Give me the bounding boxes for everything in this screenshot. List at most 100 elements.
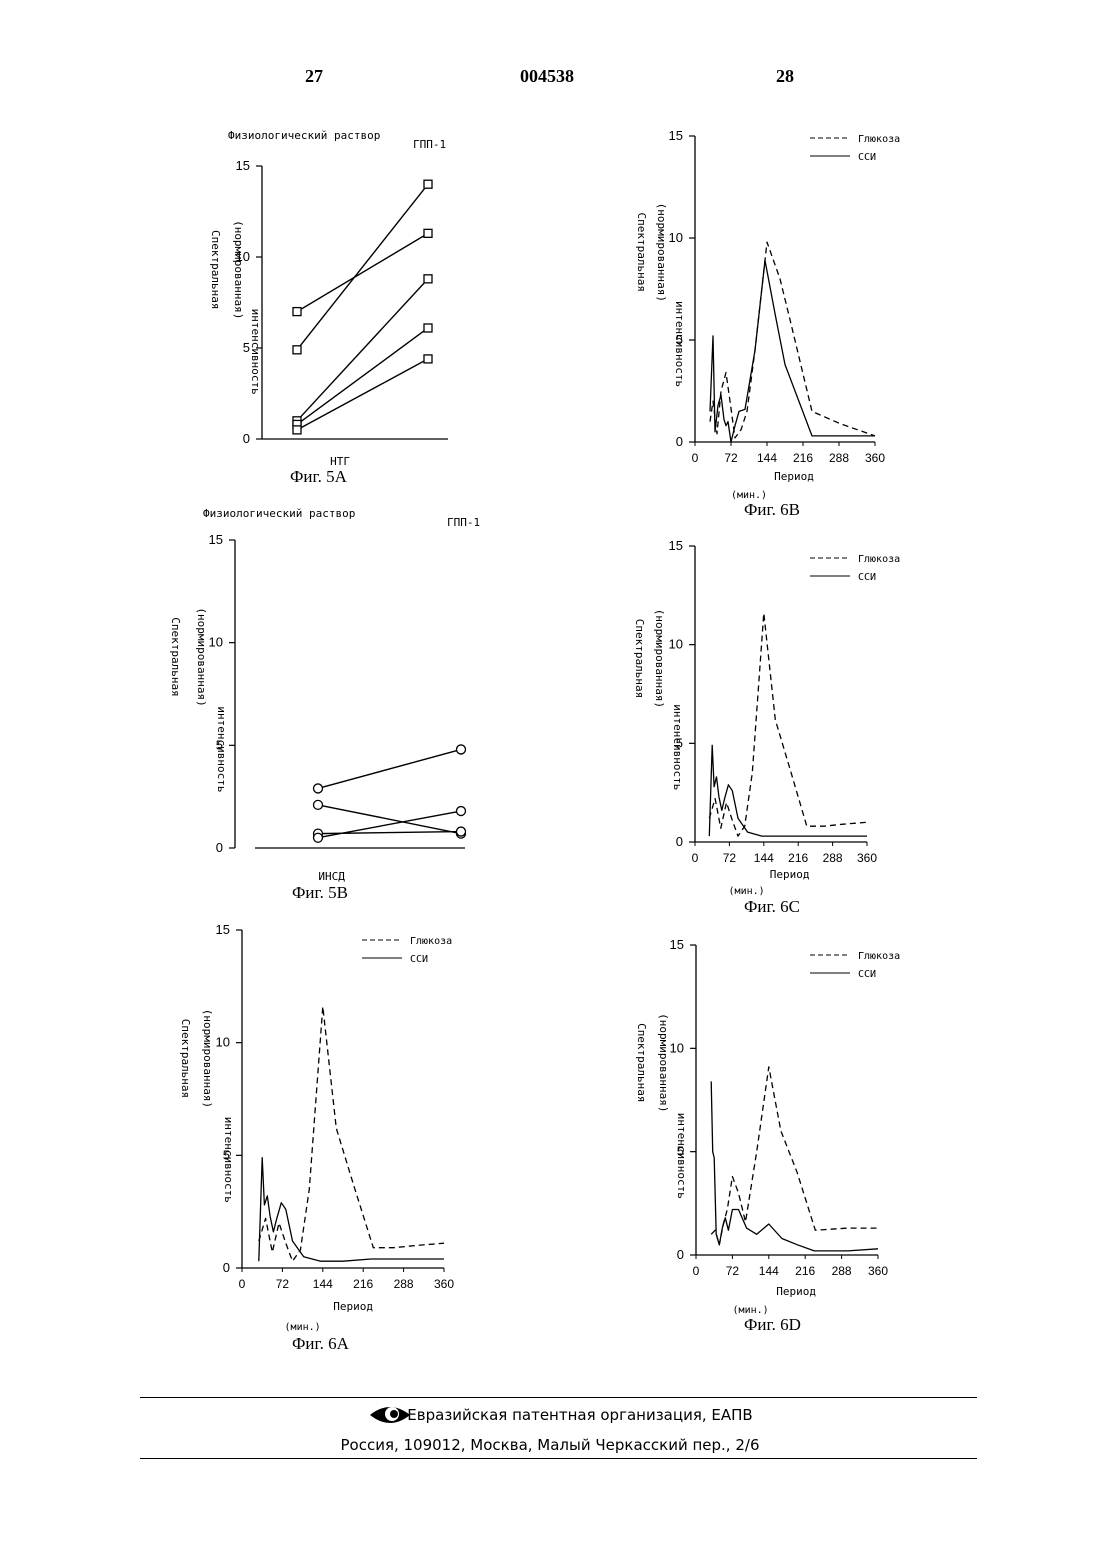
series-line-1 — [259, 1007, 444, 1262]
legend-label-2: ССИ — [858, 969, 876, 980]
x-tick-label: 0 — [693, 1264, 700, 1278]
y-axis-label-3: интенсивность — [222, 1117, 235, 1203]
y-tick-label: 10 — [209, 635, 223, 650]
y-axis-label-3: интенсивность — [671, 704, 684, 790]
x-tick-label: 72 — [723, 851, 737, 865]
series-line-2 — [711, 1081, 878, 1251]
chart-fig5a: 051015Спектральная(нормированная)интенси… — [180, 120, 480, 465]
y-tick-label: 15 — [669, 128, 683, 143]
caption-fig5b: Фиг. 5В — [292, 883, 348, 903]
x-tick-label: 216 — [793, 451, 813, 465]
y-axis-label-2: (нормированная) — [232, 220, 245, 319]
series-line-2 — [709, 745, 867, 836]
x-tick-label: 0 — [239, 1277, 246, 1291]
y-tick-label: 0 — [223, 1260, 230, 1275]
y-tick-label: 0 — [677, 1247, 684, 1262]
x-tick-label: 288 — [829, 451, 849, 465]
y-tick-label: 0 — [216, 840, 223, 855]
data-point-marker-3-2 — [457, 827, 466, 836]
x-tick-label: 72 — [276, 1277, 290, 1291]
chart-fig6d: 051015Спектральная(нормированная)интенси… — [630, 935, 930, 1315]
legend-label-1: Глюкоза — [858, 134, 900, 145]
legend-label-2: ССИ — [858, 572, 876, 583]
series-line-2 — [710, 260, 875, 442]
series-line-1 — [318, 749, 461, 788]
x-tick-label: 360 — [434, 1277, 454, 1291]
x-tick-label: 144 — [754, 851, 774, 865]
data-point-marker-2-1 — [314, 800, 323, 809]
y-axis-label-2: (нормированная) — [653, 609, 666, 708]
x-axis-label: ИНСД — [318, 870, 345, 883]
y-axis-label-2: (нормированная) — [201, 1009, 214, 1108]
chart-fig6b: 051015Спектральная(нормированная)интенси… — [630, 128, 930, 498]
x-tick-label: 144 — [313, 1277, 333, 1291]
data-point-marker-1-1 — [314, 784, 323, 793]
caption-fig6b: Фиг. 6В — [744, 500, 800, 520]
data-point-marker-4-2 — [457, 807, 466, 816]
footer-organization: Евразийская патентная организация, ЕАПВ — [0, 1406, 1100, 1424]
y-axis-label-1: Спектральная — [633, 619, 646, 698]
y-axis-label-1: Спектральная — [209, 230, 222, 309]
y-tick-label: 0 — [676, 434, 683, 449]
x-axis-unit: (мин.) — [285, 1322, 321, 1333]
y-axis-label-3: интенсивность — [675, 1113, 688, 1199]
data-point-marker-5-1 — [293, 426, 301, 434]
x-tick-label: 288 — [394, 1277, 414, 1291]
x-tick-label: 216 — [353, 1277, 373, 1291]
caption-fig6c: Фиг. 6С — [744, 897, 800, 917]
y-tick-label: 15 — [670, 937, 684, 952]
x-axis-unit: (мин.) — [729, 886, 765, 897]
series-line-1 — [710, 242, 875, 438]
data-point-marker-1-2 — [457, 745, 466, 754]
chart-fig5b: 051015Спектральная(нормированная)интенси… — [160, 500, 500, 890]
footer-address: Россия, 109012, Москва, Малый Черкасский… — [0, 1436, 1100, 1454]
x-tick-label: 360 — [865, 451, 885, 465]
y-axis-label-3: интенсивность — [249, 309, 262, 395]
y-tick-label: 15 — [669, 538, 683, 553]
y-axis-label-1: Спектральная — [169, 617, 182, 696]
y-tick-label: 10 — [669, 230, 683, 245]
y-axis-label-3: интенсивность — [215, 706, 228, 792]
group-label-left: Физиологический раствор — [228, 129, 380, 142]
y-axis-label-1: Спектральная — [179, 1019, 192, 1098]
data-point-marker-2-1 — [293, 346, 301, 354]
data-point-marker-3-2 — [424, 275, 432, 283]
x-tick-label: 0 — [692, 451, 699, 465]
x-tick-label: 144 — [759, 1264, 779, 1278]
y-tick-label: 10 — [670, 1040, 684, 1055]
x-tick-label: 216 — [795, 1264, 815, 1278]
right-page-number: 28 — [776, 66, 794, 87]
series-line-4 — [318, 811, 461, 838]
y-axis-label-3: интенсивность — [673, 301, 686, 387]
x-axis-label: Период — [776, 1285, 816, 1298]
x-tick-label: 72 — [726, 1264, 740, 1278]
y-axis-label-1: Спектральная — [635, 213, 648, 292]
x-tick-label: 72 — [724, 451, 738, 465]
data-point-marker-4-2 — [424, 324, 432, 332]
legend-label-1: Глюкоза — [410, 936, 452, 947]
footer-bottom-rule — [140, 1458, 977, 1459]
y-axis-label-2: (нормированная) — [195, 607, 208, 706]
x-axis-label: Период — [770, 868, 810, 881]
patent-number: 004538 — [520, 66, 574, 87]
legend-label-2: ССИ — [858, 152, 876, 163]
legend-label-2: ССИ — [410, 954, 428, 965]
y-axis-label-2: (нормированная) — [657, 1013, 670, 1112]
y-tick-label: 15 — [236, 158, 250, 173]
group-label-right: ГПП-1 — [413, 138, 446, 151]
legend-label-1: Глюкоза — [858, 554, 900, 565]
chart-fig6a: 051015Спектральная(нормированная)интенси… — [170, 920, 470, 1330]
series-line-2 — [318, 805, 461, 834]
caption-fig6d: Фиг. 6D — [744, 1315, 801, 1335]
data-point-marker-2-2 — [424, 180, 432, 188]
footer-top-rule — [140, 1397, 977, 1398]
y-tick-label: 0 — [676, 834, 683, 849]
series-line-1 — [711, 1067, 878, 1245]
y-tick-label: 15 — [216, 922, 230, 937]
legend-label-1: Глюкоза — [858, 951, 900, 962]
caption-fig5a: Фиг. 5А — [290, 467, 347, 487]
y-tick-label: 15 — [209, 532, 223, 547]
left-page-number: 27 — [305, 66, 323, 87]
x-tick-label: 0 — [692, 851, 699, 865]
y-axis-label-2: (нормированная) — [655, 203, 668, 302]
